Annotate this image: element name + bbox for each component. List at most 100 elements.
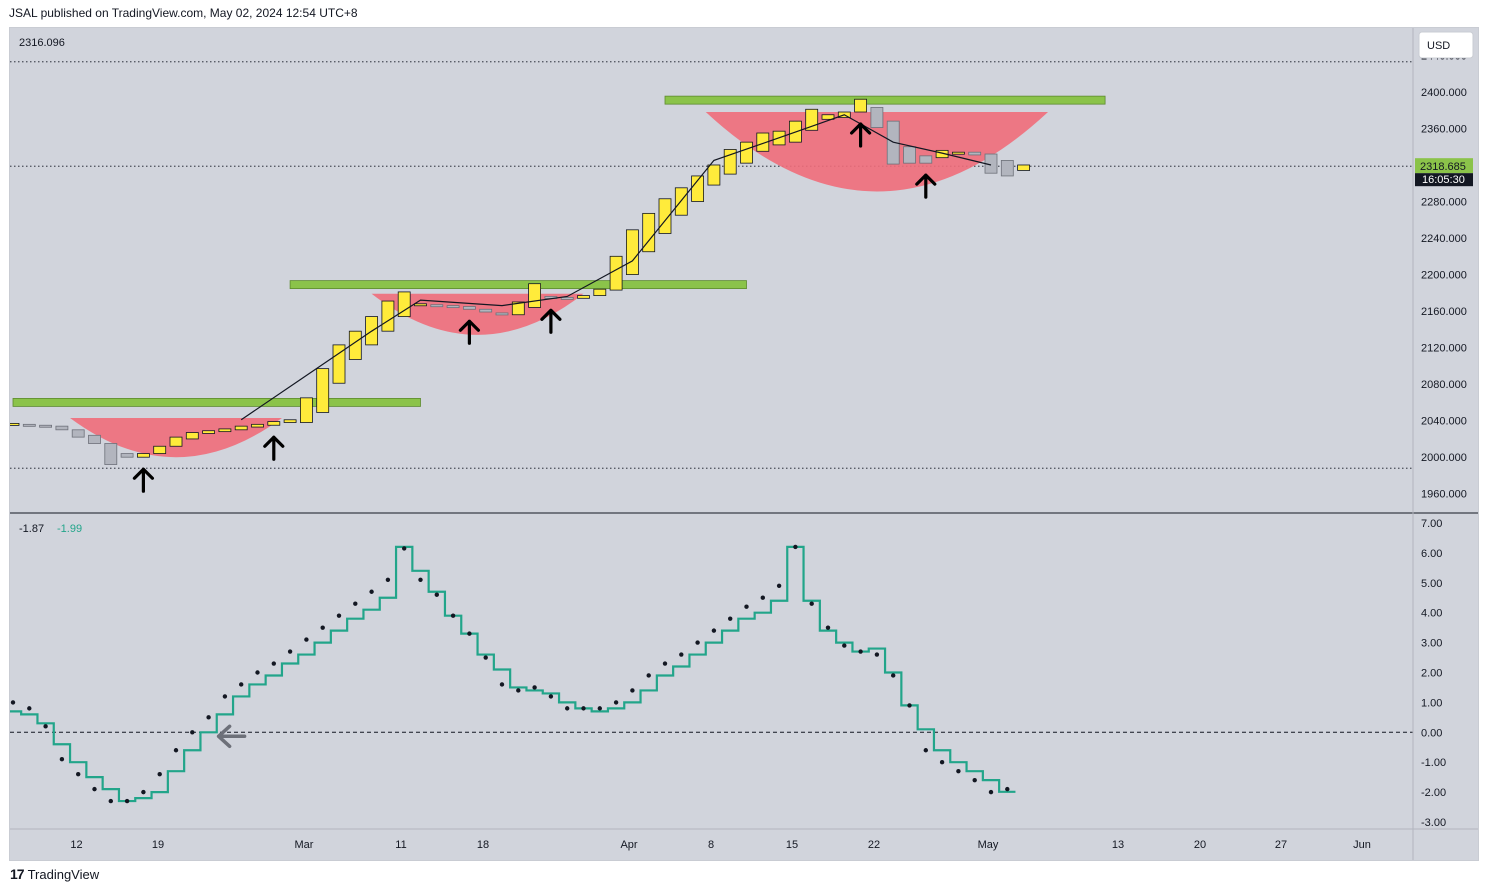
- candle-59: [968, 151, 982, 156]
- osc-step-line: [10, 545, 1016, 803]
- osc-axis-tick-3: 4.00: [1421, 608, 1442, 620]
- candle-56: [919, 155, 933, 164]
- osc-dot-26: [434, 592, 439, 597]
- osc-dot-44: [728, 616, 733, 621]
- osc-dot-38: [630, 688, 635, 693]
- osc-dot-30: [499, 682, 505, 687]
- candle-32: [528, 283, 541, 308]
- osc-dot-14: [239, 682, 244, 687]
- osc-dot-2: [43, 724, 48, 729]
- osc-dot-28: [467, 631, 472, 636]
- osc-dot-51: [842, 643, 847, 648]
- last-price-label: 2318.685: [1420, 161, 1466, 173]
- osc-dot-32: [532, 685, 537, 690]
- candle-5: [88, 434, 101, 444]
- osc-dot-40: [662, 661, 668, 666]
- osc-dot-13: [222, 694, 228, 699]
- chart-frame[interactable]: 2440.0002400.0002360.0002320.0002280.000…: [9, 27, 1479, 861]
- candle-8: [137, 453, 150, 458]
- osc-axis-tick-9: -2.00: [1421, 787, 1446, 799]
- osc-legend-value-2: -1.99: [57, 523, 82, 535]
- time-axis-tick-13: Jun: [1353, 839, 1371, 851]
- osc-axis-tick-0: 7.00: [1421, 518, 1442, 530]
- osc-dot-6: [108, 798, 114, 804]
- up-arrow-icon-4: [850, 122, 872, 148]
- osc-axis-tick-7: 0.00: [1421, 727, 1442, 739]
- time-axis-tick-2: Mar: [295, 839, 314, 851]
- publish-caption: JSAL published on TradingView.com, May 0…: [9, 6, 358, 20]
- currency-button[interactable]: USD: [1418, 31, 1474, 59]
- osc-dot-34: [565, 706, 570, 711]
- price-pane[interactable]: [10, 61, 1413, 493]
- candle-0: [10, 423, 20, 426]
- time-axis-tick-5: Apr: [620, 839, 637, 851]
- osc-dot-3: [59, 757, 65, 762]
- osc-dot-58: [956, 768, 961, 774]
- oscillator-pane[interactable]: [10, 545, 1413, 804]
- osc-dot-23: [385, 577, 391, 582]
- osc-dot-41: [679, 652, 684, 657]
- price-legend-value: 2316.096: [19, 37, 65, 49]
- osc-dot-59: [972, 777, 977, 783]
- candle-27: [446, 305, 460, 309]
- candle-18: [299, 397, 313, 423]
- osc-dot-57: [939, 760, 945, 765]
- candle-16: [267, 421, 281, 426]
- price-axis-tick-4: 2280.000: [1421, 197, 1467, 209]
- footer-brand[interactable]: 17 TradingView: [10, 866, 99, 882]
- osc-axis-tick-5: 2.00: [1421, 667, 1442, 679]
- up-arrow-icon-0: [132, 467, 154, 493]
- candle-2: [39, 424, 53, 428]
- osc-dot-54: [891, 673, 896, 678]
- candle-35: [577, 295, 590, 299]
- osc-dot-31: [516, 688, 521, 693]
- osc-dot-35: [581, 706, 586, 711]
- osc-dot-24: [402, 546, 407, 551]
- candle-1: [22, 423, 36, 427]
- candle-52: [854, 98, 867, 113]
- time-axis-tick-1: 19: [152, 839, 164, 851]
- countdown-label: 16:05:30: [1422, 174, 1465, 186]
- axes: 2440.0002400.0002360.0002320.0002280.000…: [10, 28, 1478, 860]
- osc-dot-5: [92, 786, 97, 792]
- osc-dot-37: [613, 700, 619, 705]
- osc-dot-27: [450, 613, 456, 618]
- osc-dot-33: [548, 694, 554, 699]
- osc-dot-47: [776, 583, 782, 588]
- osc-dot-15: [255, 670, 260, 675]
- osc-dot-7: [124, 798, 130, 804]
- candle-11: [185, 432, 199, 440]
- price-axis-tick-10: 2040.000: [1421, 416, 1467, 428]
- osc-dot-8: [141, 789, 146, 795]
- resistance-band-1: [289, 280, 747, 290]
- candle-3: [55, 425, 69, 431]
- candle-20: [332, 344, 346, 384]
- osc-legend-value-1: -1.87: [19, 523, 44, 535]
- osc-dot-43: [711, 628, 717, 633]
- candle-15: [251, 423, 264, 428]
- candle-31: [511, 301, 525, 316]
- candle-28: [462, 306, 476, 310]
- candle-46: [756, 132, 770, 152]
- osc-dot-11: [190, 730, 195, 735]
- last-price-badge: [1415, 158, 1473, 174]
- resistance-band-0: [12, 398, 421, 407]
- chart-canvas[interactable]: 2440.0002400.0002360.0002320.0002280.000…: [10, 28, 1478, 860]
- osc-dot-18: [304, 637, 309, 642]
- time-axis-tick-7: 15: [786, 839, 798, 851]
- osc-dot-49: [809, 601, 814, 606]
- candle-50: [821, 114, 835, 120]
- osc-axis-tick-4: 3.00: [1421, 638, 1442, 650]
- candle-14: [234, 425, 248, 431]
- price-axis-tick-11: 2000.000: [1421, 452, 1467, 464]
- time-axis-tick-6: 8: [708, 839, 714, 851]
- candle-38: [626, 229, 639, 275]
- time-axis-tick-10: 13: [1112, 839, 1124, 851]
- candle-17: [283, 419, 297, 423]
- osc-dot-19: [320, 625, 325, 630]
- up-arrow-icon-1: [263, 435, 285, 461]
- countdown-badge: [1415, 173, 1473, 187]
- price-axis-tick-1: 2400.000: [1421, 87, 1467, 99]
- osc-dot-56: [923, 748, 928, 753]
- osc-axis-tick-1: 6.00: [1421, 548, 1442, 560]
